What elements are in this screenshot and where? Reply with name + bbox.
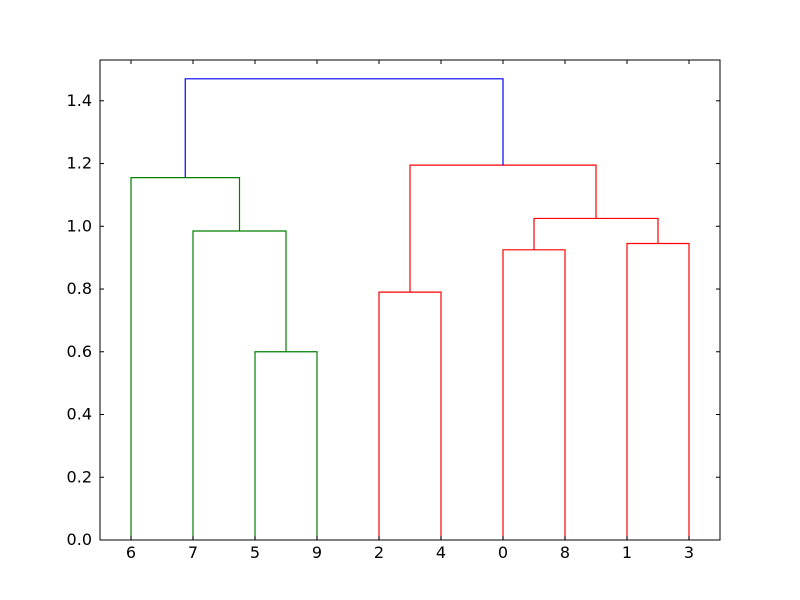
axis-ticks	[100, 60, 720, 541]
dendrogram-link-c08	[502, 249, 566, 540]
y-tick-label: 0.4	[67, 405, 92, 424]
axes-frame	[99, 59, 721, 541]
dendrogram-link-root	[184, 78, 504, 178]
leaf-label: 9	[312, 543, 322, 562]
leaf-label: 1	[622, 543, 632, 562]
dendrogram-link-c24	[378, 291, 442, 540]
y-tick-label: 0.8	[67, 279, 92, 298]
leaf-label: 8	[560, 543, 570, 562]
leaf-label: 6	[126, 543, 136, 562]
y-tick-label: 1.0	[67, 216, 92, 235]
leaf-label: 5	[250, 543, 260, 562]
leaf-label: 0	[498, 543, 508, 562]
leaf-label: 4	[436, 543, 446, 562]
axis-tick-labels: 0.0 0.2 0.4 0.6 0.8 1.0 1.2 1.4 6 7 5 9 2 4 0 8 1 3	[67, 91, 695, 562]
leaf-label: 7	[188, 543, 198, 562]
y-tick-label: 1.2	[67, 154, 92, 173]
dendrogram-link-c0813	[533, 217, 659, 250]
y-tick-label: 1.4	[67, 91, 92, 110]
dendrogram-link-c13	[626, 242, 690, 540]
y-tick-label: 0.2	[67, 467, 92, 486]
leaf-label: 2	[374, 543, 384, 562]
y-tick-label: 0.6	[67, 342, 92, 361]
dendrogram-link-c59	[254, 351, 318, 540]
dendrogram-link-c6_759	[130, 177, 241, 540]
leaf-label: 3	[684, 543, 694, 562]
dendrogram-links	[130, 78, 690, 540]
y-tick-label: 0.0	[67, 530, 92, 549]
dendrogram-link-c7_59	[192, 230, 287, 540]
